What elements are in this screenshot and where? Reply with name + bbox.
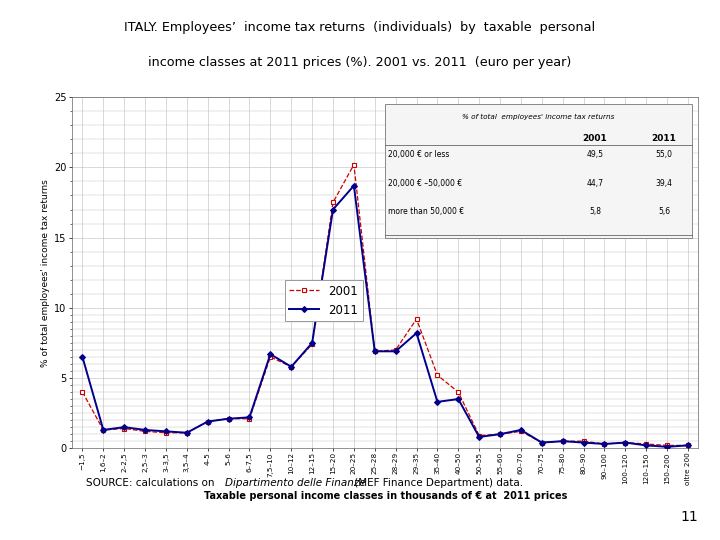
2011 — [99, 427, 108, 433]
2001 — [266, 354, 275, 360]
2001 — [78, 389, 87, 395]
2001 — [662, 442, 671, 449]
2011 — [621, 440, 629, 446]
2001 — [287, 363, 296, 370]
2001 — [559, 438, 567, 444]
2011 — [537, 440, 546, 446]
2011 — [392, 348, 400, 355]
2001 — [454, 389, 462, 395]
2011 — [140, 427, 150, 433]
2001 — [475, 433, 484, 439]
2001 — [245, 415, 253, 422]
2011 — [600, 441, 609, 447]
Text: 2001: 2001 — [582, 134, 608, 143]
Text: (MEF Finance Department) data.: (MEF Finance Department) data. — [351, 478, 523, 488]
2001 — [579, 438, 588, 444]
Text: ITALY. Employees’  income tax returns  (individuals)  by  taxable  personal: ITALY. Employees’ income tax returns (in… — [125, 21, 595, 34]
2001 — [433, 372, 442, 379]
2001 — [120, 426, 128, 432]
Text: more than 50,000 €: more than 50,000 € — [388, 207, 464, 217]
Text: 49,5: 49,5 — [587, 150, 603, 159]
2001 — [621, 440, 629, 446]
2001 — [684, 442, 693, 449]
2001 — [350, 161, 359, 168]
2011 — [350, 183, 359, 189]
2011 — [454, 396, 462, 402]
Legend: 2001, 2011: 2001, 2011 — [284, 280, 363, 321]
2011 — [516, 427, 525, 433]
2001 — [516, 428, 525, 435]
2001 — [412, 316, 420, 322]
2001 — [204, 418, 212, 425]
2011 — [662, 443, 671, 450]
2001 — [308, 341, 317, 348]
2001 — [370, 348, 379, 355]
2011 — [120, 424, 128, 430]
2011 — [475, 434, 484, 440]
2011 — [182, 429, 191, 436]
2011 — [684, 442, 693, 449]
2011 — [161, 428, 170, 435]
Text: 20,000 € –50,000 €: 20,000 € –50,000 € — [388, 179, 462, 187]
2001 — [328, 199, 337, 206]
Text: income classes at 2011 prices (%). 2001 vs. 2011  (euro per year): income classes at 2011 prices (%). 2001 … — [148, 56, 572, 69]
2011 — [412, 330, 420, 336]
2011 — [78, 354, 87, 360]
2011 — [328, 206, 337, 213]
FancyBboxPatch shape — [385, 104, 692, 238]
Text: % of total  employees' income tax returns: % of total employees' income tax returns — [462, 114, 615, 120]
2001 — [140, 428, 150, 435]
2001 — [99, 427, 108, 433]
2001 — [161, 429, 170, 436]
2001 — [495, 431, 504, 437]
Text: 5,6: 5,6 — [658, 207, 670, 217]
2011 — [370, 348, 379, 355]
2011 — [204, 418, 212, 425]
2001 — [537, 440, 546, 446]
2001 — [600, 441, 609, 447]
Line: 2001: 2001 — [80, 162, 690, 448]
2001 — [642, 441, 651, 447]
2001 — [182, 429, 191, 436]
2011 — [308, 340, 317, 346]
2011 — [579, 440, 588, 446]
2011 — [225, 415, 233, 422]
Text: SOURCE: calculations on: SOURCE: calculations on — [86, 478, 218, 488]
2011 — [266, 351, 275, 357]
2011 — [287, 363, 296, 370]
X-axis label: Taxable personal income classes in thousands of € at  2011 prices: Taxable personal income classes in thous… — [204, 491, 567, 501]
2001 — [392, 347, 400, 353]
Y-axis label: % of total employees' income tax returns: % of total employees' income tax returns — [41, 179, 50, 367]
Text: 20,000 € or less: 20,000 € or less — [388, 150, 450, 159]
Text: Dipartimento delle Finanze: Dipartimento delle Finanze — [225, 478, 366, 488]
2011 — [433, 399, 442, 405]
2011 — [245, 414, 253, 421]
2011 — [495, 431, 504, 437]
Text: 55,0: 55,0 — [655, 150, 672, 159]
Text: 5,8: 5,8 — [589, 207, 601, 217]
Text: 44,7: 44,7 — [587, 179, 603, 187]
2001 — [225, 415, 233, 422]
Line: 2011: 2011 — [81, 184, 690, 449]
2011 — [559, 438, 567, 444]
Text: 11: 11 — [680, 510, 698, 524]
2011 — [642, 442, 651, 449]
Text: 39,4: 39,4 — [655, 179, 672, 187]
Text: 2011: 2011 — [652, 134, 676, 143]
